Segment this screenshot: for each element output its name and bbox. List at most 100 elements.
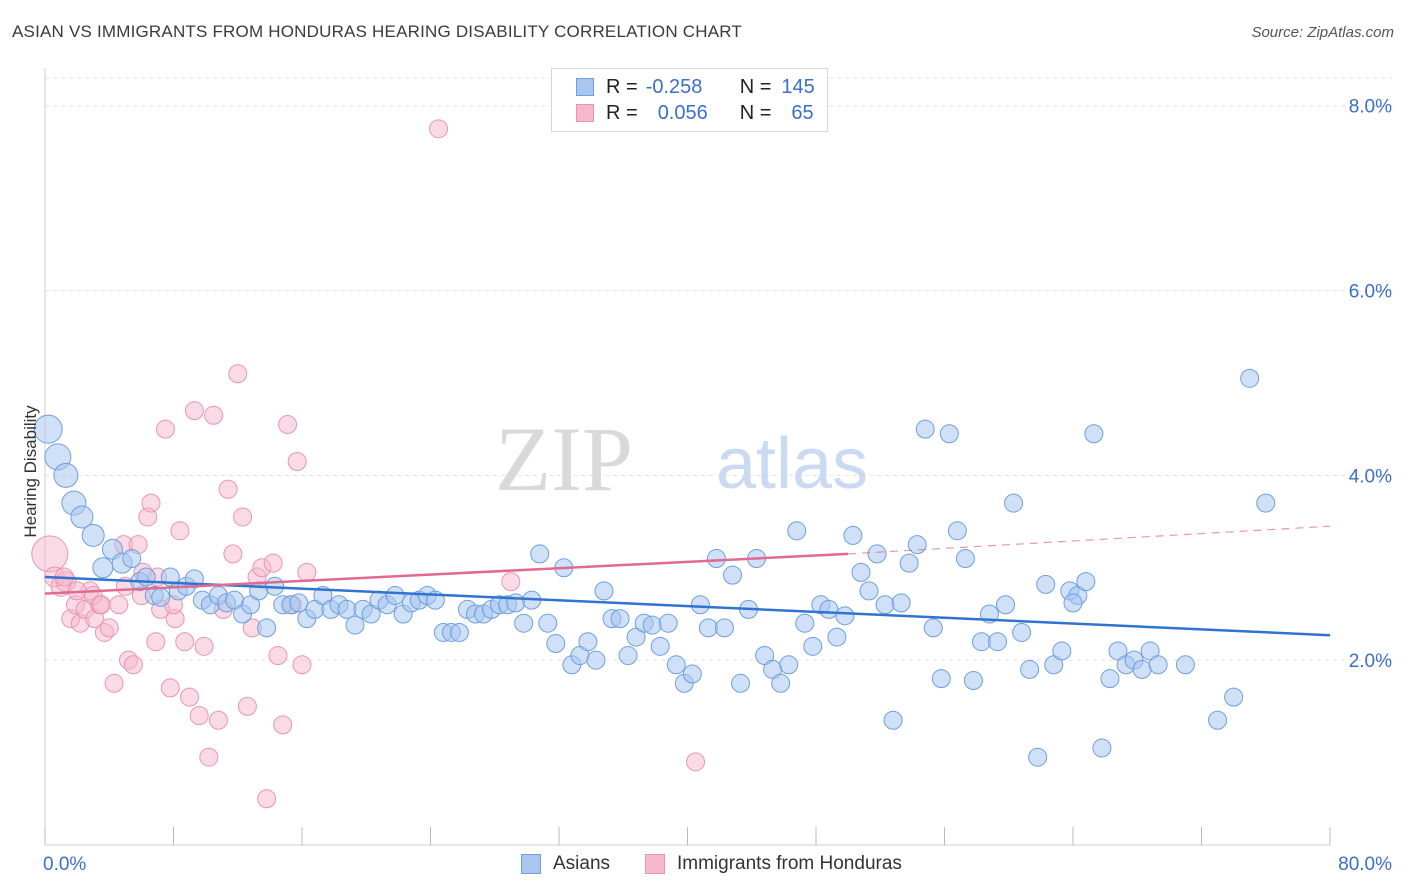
honduras-point: [686, 752, 706, 772]
honduras-point: [278, 415, 298, 435]
asians-point: [1224, 687, 1244, 707]
asians-point: [795, 613, 815, 633]
n-label: N =: [739, 101, 772, 124]
asians-point: [1036, 574, 1056, 594]
asians-point: [514, 613, 534, 633]
asians-point: [779, 655, 799, 675]
asians-point: [698, 618, 718, 638]
honduras-point: [146, 632, 166, 652]
watermark-zip: ZIP: [495, 408, 633, 510]
asians-point: [33, 414, 63, 444]
asians-point: [337, 599, 357, 619]
honduras-point: [180, 687, 200, 707]
asians-point: [122, 549, 142, 569]
stats-legend: R = -0.258 N = 145 R = 0.056 N = 65: [551, 68, 828, 132]
series-asians: [33, 368, 1276, 767]
asians-point: [939, 424, 959, 444]
asians-point: [851, 562, 871, 582]
gridlines: [45, 77, 1392, 661]
asians-point: [449, 622, 469, 642]
asians-point: [1028, 747, 1048, 767]
honduras-point: [218, 479, 238, 499]
r-value: -0.258: [645, 75, 703, 98]
honduras-point: [141, 493, 161, 513]
asians-point: [971, 632, 991, 652]
honduras-trend-line: [44, 552, 849, 595]
asians-point: [859, 581, 879, 601]
asians-point: [787, 521, 807, 541]
asians-point: [546, 634, 566, 654]
asians-point: [1052, 641, 1072, 661]
honduras-point: [233, 507, 253, 527]
asians-point: [666, 655, 686, 675]
asians-point: [586, 650, 606, 670]
asians-point: [915, 419, 935, 439]
watermark: ZIP atlas: [495, 408, 868, 510]
y-tick-label: 4.0%: [1349, 466, 1392, 487]
honduras-point: [501, 572, 521, 592]
asians-trend-line: [44, 575, 1331, 637]
x-tick-label-max: 80.0%: [1338, 854, 1392, 875]
asians-point: [385, 585, 405, 605]
asians-point: [289, 593, 309, 613]
legend-item-asians[interactable]: Asians: [521, 852, 610, 876]
asians-point: [1012, 622, 1032, 642]
asians-point: [835, 606, 855, 626]
asians-point: [883, 710, 903, 730]
source-label: Source: ZipAtlas.com: [1251, 24, 1394, 41]
honduras-legend-label: Immigrants from Honduras: [677, 853, 902, 874]
honduras-point: [104, 673, 124, 693]
honduras-point: [91, 595, 111, 615]
asians-point: [81, 523, 105, 547]
honduras-point: [204, 405, 224, 425]
asians-point: [867, 544, 887, 564]
honduras-point: [268, 646, 288, 666]
asians-point: [955, 549, 975, 569]
asians-point: [53, 462, 79, 488]
asians-point: [1132, 659, 1152, 679]
asians-point: [530, 544, 550, 564]
axes: [44, 68, 1331, 846]
asians-point: [722, 565, 742, 585]
asians-point: [907, 535, 927, 555]
asians-point: [771, 673, 791, 693]
honduras-point: [292, 655, 312, 675]
asians-point: [1092, 738, 1112, 758]
asians-point: [947, 521, 967, 541]
n-value: 145: [781, 75, 815, 98]
asians-point: [988, 632, 1008, 652]
n-label: N =: [739, 75, 772, 98]
asians-point: [996, 595, 1016, 615]
series-honduras: [31, 119, 706, 809]
asians-point: [1148, 655, 1168, 675]
honduras-point: [170, 521, 190, 541]
asians-point: [92, 557, 114, 579]
asians-point: [714, 618, 734, 638]
asians-point: [506, 593, 526, 613]
honduras-point: [223, 544, 243, 564]
asians-legend-label: Asians: [553, 853, 611, 874]
trend-lines: [44, 525, 1331, 637]
asians-point: [1208, 710, 1228, 730]
honduras-point: [189, 706, 209, 726]
x-tick-label-min: 0.0%: [43, 854, 86, 875]
legend-row-honduras: R = 0.056 N = 65: [576, 101, 814, 125]
honduras-point: [429, 119, 449, 139]
asians-point: [1256, 493, 1276, 513]
legend-item-honduras[interactable]: Immigrants from Honduras: [645, 852, 902, 876]
asians-swatch: [576, 78, 594, 96]
asians-point: [682, 664, 702, 684]
asians-point: [827, 627, 847, 647]
asians-point: [151, 587, 171, 607]
y-axis-label: Hearing Disability: [21, 405, 40, 538]
asians-point: [1084, 424, 1104, 444]
n-value: 65: [791, 101, 814, 124]
honduras-point: [123, 655, 143, 675]
asians-point: [594, 581, 614, 601]
asians-point: [891, 593, 911, 613]
asians-point: [731, 673, 751, 693]
tick-labels: 2.0% 4.0% 6.0% 8.0% 0.0% 80.0%: [43, 97, 1392, 875]
asians-point: [899, 553, 919, 573]
asians-point: [803, 636, 823, 656]
